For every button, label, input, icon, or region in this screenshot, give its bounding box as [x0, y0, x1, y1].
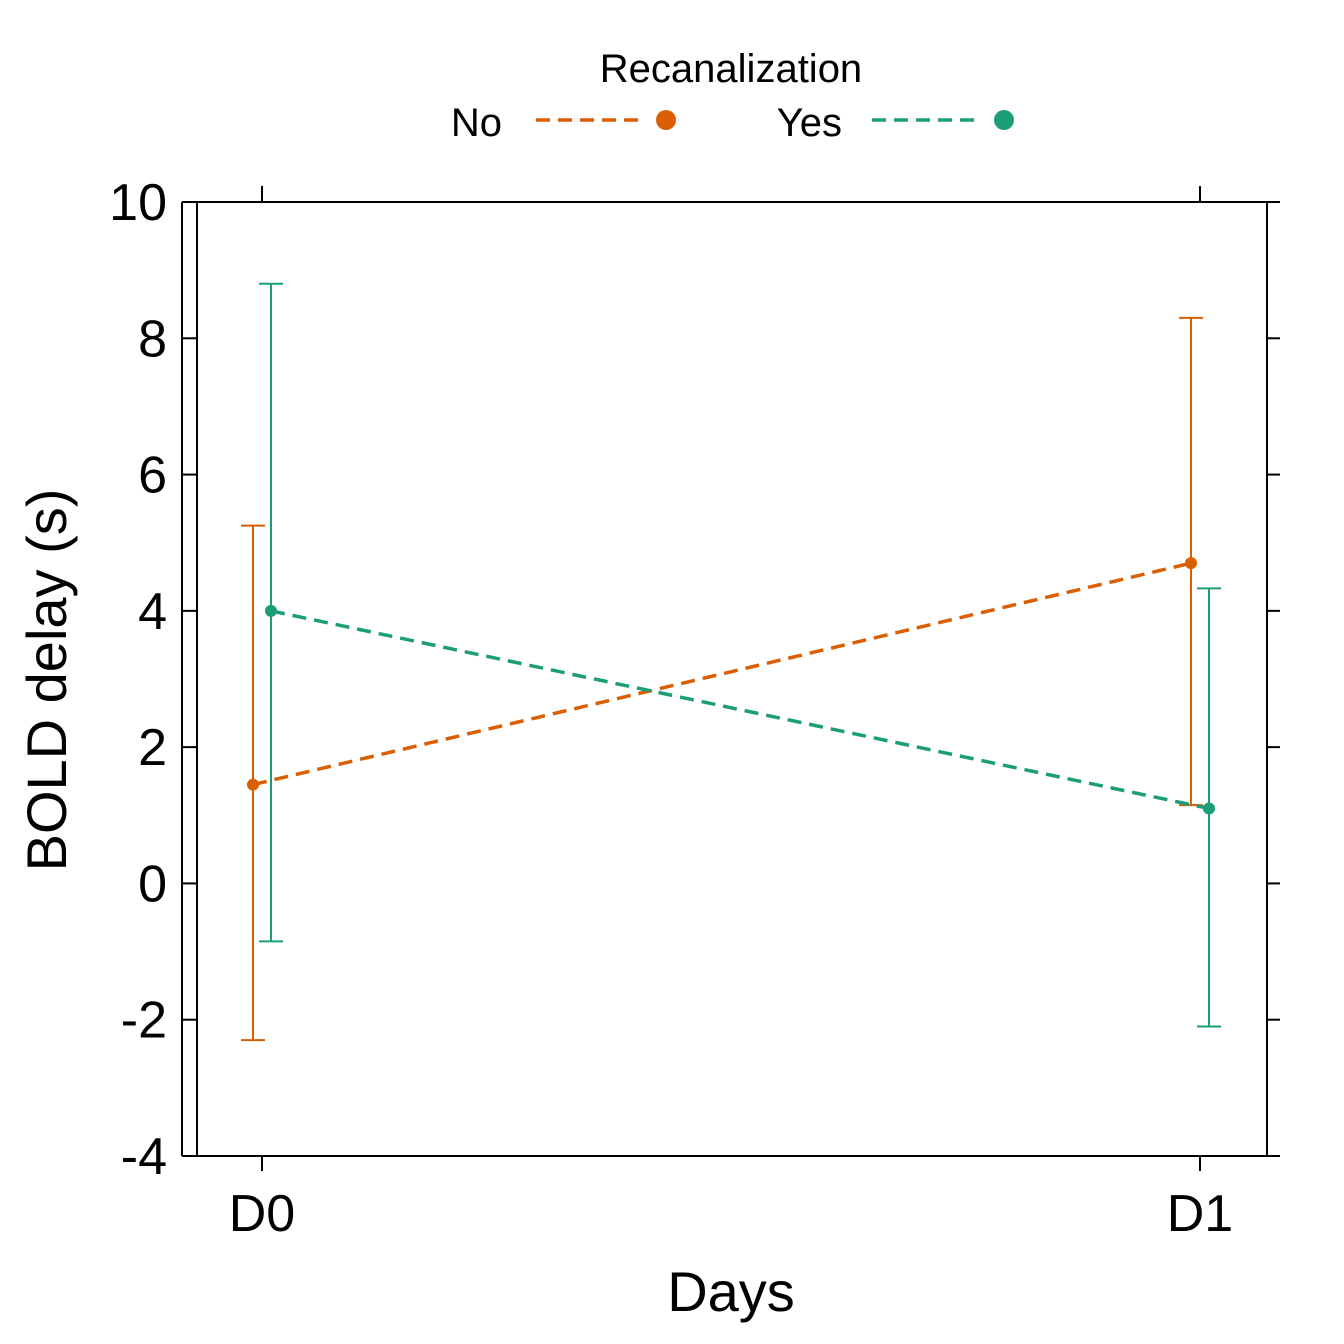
- data-point: [265, 604, 277, 617]
- x-tick-label: D1: [1167, 1185, 1233, 1243]
- legend-marker: [994, 110, 1014, 130]
- data-point: [1185, 557, 1197, 570]
- legend-marker: [656, 110, 676, 130]
- x-tick-label: D0: [229, 1185, 295, 1243]
- y-tick-label: 0: [138, 855, 167, 913]
- legend-title: Recanalization: [600, 47, 862, 91]
- legend-label: No: [451, 101, 502, 145]
- x-axis-title: Days: [667, 1260, 795, 1323]
- legend-item-no: No: [451, 101, 676, 145]
- data-point: [247, 778, 259, 791]
- legend: Recanalization No Yes: [451, 47, 1014, 145]
- legend-items: No Yes: [451, 101, 1014, 145]
- y-tick-label: 8: [138, 310, 167, 368]
- series-no: [241, 316, 1203, 1042]
- legend-item-yes: Yes: [777, 101, 1014, 145]
- series-line: [270, 609, 1210, 811]
- y-tick-label: -2: [121, 992, 167, 1050]
- y-tick-label: 4: [138, 583, 167, 641]
- series-layer: [241, 282, 1221, 1042]
- data-point: [1203, 802, 1215, 815]
- plot-frame: [196, 201, 1268, 1157]
- series-yes: [259, 282, 1221, 1028]
- y-axis-ticks: -4 -2 0 2 4 6 8 10: [109, 174, 1280, 1186]
- series-line: [252, 561, 1192, 787]
- x-axis-ticks: D0 D1: [229, 186, 1233, 1243]
- y-tick-label: 2: [138, 719, 167, 777]
- y-axis-title: BOLD delay (s): [15, 489, 78, 872]
- y-tick-label: 10: [109, 174, 167, 232]
- legend-label: Yes: [777, 101, 842, 145]
- y-tick-label: -4: [121, 1128, 167, 1186]
- y-tick-label: 6: [138, 447, 167, 505]
